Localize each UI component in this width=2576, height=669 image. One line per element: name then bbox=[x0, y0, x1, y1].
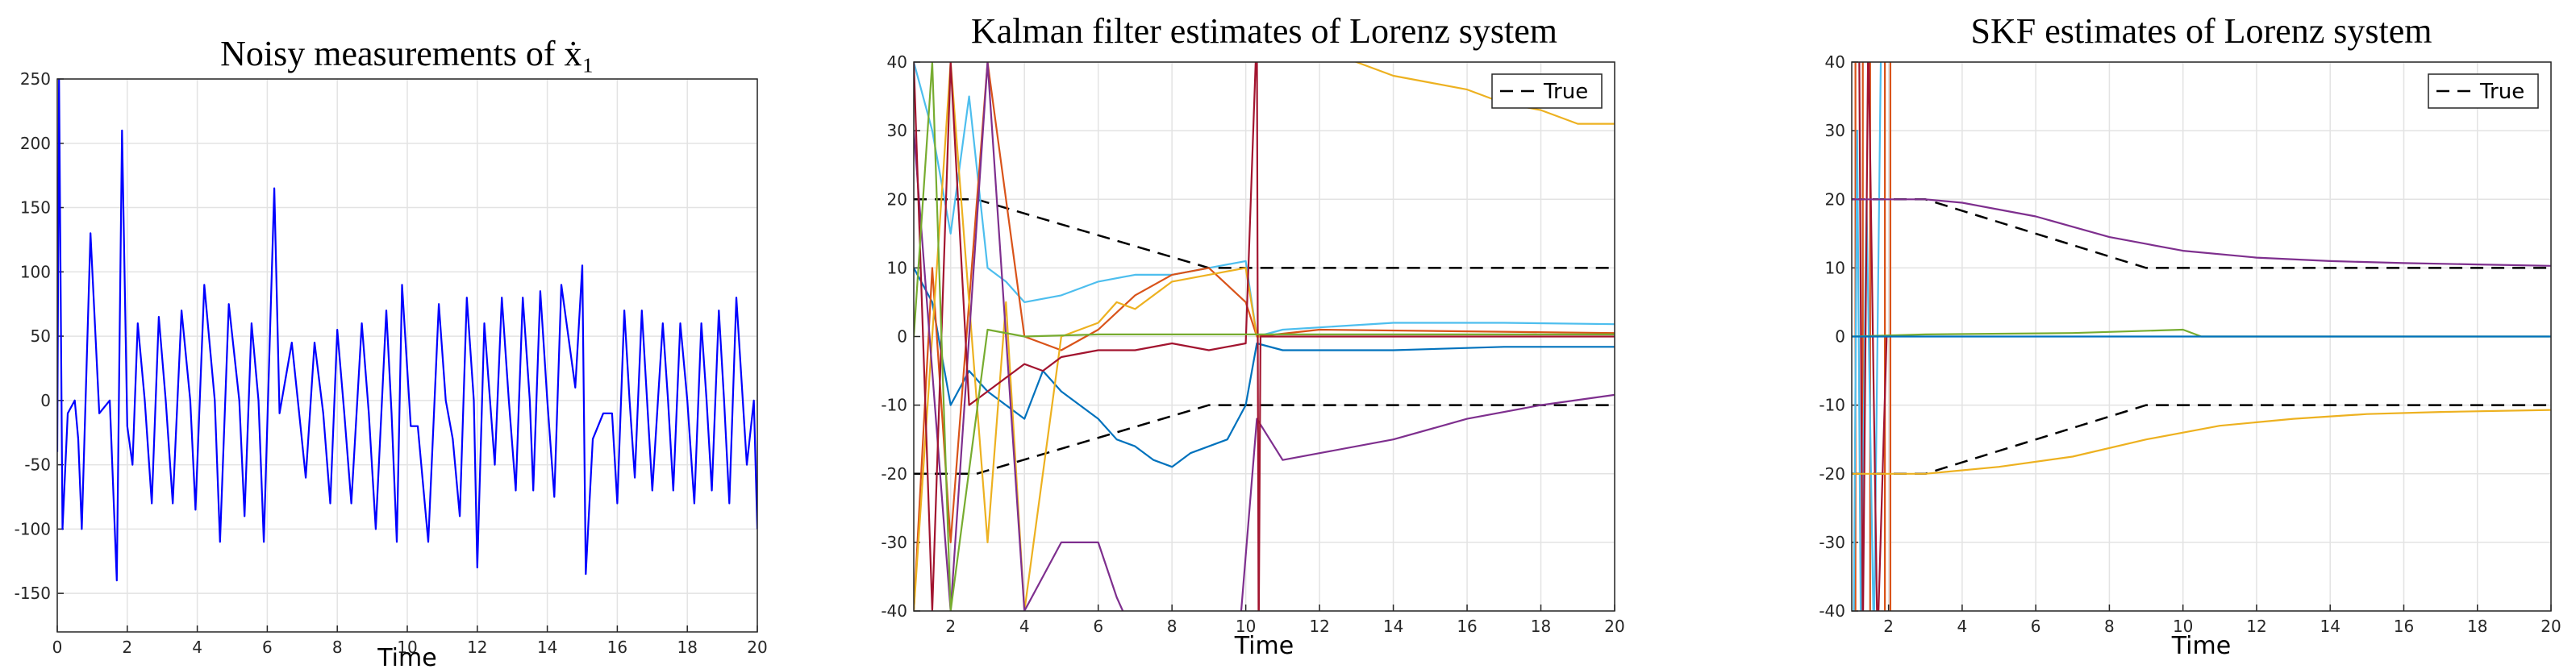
x-tick-label: 20 bbox=[2541, 617, 2561, 636]
x-tick-label: 14 bbox=[1383, 617, 1403, 636]
series-group bbox=[57, 79, 757, 582]
x-tick-label: 14 bbox=[2320, 617, 2340, 636]
x-tick-label: 6 bbox=[2031, 617, 2041, 636]
chart-title: Kalman filter estimates of Lorenz system bbox=[971, 11, 1557, 51]
x-tick-label: 4 bbox=[1957, 617, 1968, 636]
y-tick-label: 20 bbox=[887, 189, 907, 209]
y-tick-label: 40 bbox=[1825, 52, 1845, 72]
y-tick-label: 0 bbox=[40, 391, 51, 410]
y-tick-label: -40 bbox=[881, 601, 907, 621]
series-line bbox=[914, 62, 1615, 611]
x-tick-label: 4 bbox=[192, 638, 202, 657]
x-tick-label: 8 bbox=[2104, 617, 2115, 636]
series-line bbox=[914, 62, 1615, 338]
axes-box bbox=[1851, 61, 2552, 612]
y-tick-label: 0 bbox=[897, 327, 907, 347]
x-tick-label: 2 bbox=[122, 638, 132, 657]
legend-label: True bbox=[1543, 80, 1588, 104]
y-tick-label: -20 bbox=[1819, 464, 1845, 484]
x-tick-label: 20 bbox=[1604, 617, 1624, 636]
x-tick-label: 18 bbox=[677, 638, 697, 657]
y-tick-label: 10 bbox=[1825, 258, 1845, 277]
y-tick-label: 10 bbox=[887, 258, 907, 277]
chart: -150 -100 -50 0 50 100 150 200 250 0 2 4 6 8 10 12 14 16 1… bbox=[15, 34, 768, 669]
y-tick-label: 30 bbox=[887, 121, 907, 140]
series-line bbox=[1852, 198, 2551, 267]
series-line bbox=[914, 62, 1615, 611]
y-tick-label: -150 bbox=[15, 584, 51, 603]
y-tick-label: 100 bbox=[20, 262, 51, 281]
y-tick-label: 30 bbox=[1825, 121, 1845, 140]
y-tick-label: -40 bbox=[1819, 601, 1845, 621]
x-tick-label: 10 bbox=[2173, 617, 2193, 636]
axes-box bbox=[56, 78, 758, 633]
chart-title: Noisy measurements of ẋ₁ bbox=[220, 34, 594, 73]
x-axis-label: Time bbox=[377, 644, 436, 669]
series-line bbox=[1852, 409, 2551, 475]
x-tick-label: 10 bbox=[1236, 617, 1256, 636]
x-tick-label: 20 bbox=[747, 638, 767, 657]
x-tick-label: 4 bbox=[1019, 617, 1030, 636]
y-tick-label: -50 bbox=[24, 455, 51, 475]
legend-label: True bbox=[2479, 80, 2524, 104]
chart: -40 -30 -20 -10 0 10 20 30 40 2 4 6 8 10 12 14 16 18 20 Kal… bbox=[881, 11, 1624, 660]
x-tick-label: 8 bbox=[332, 638, 343, 657]
y-tick-label: -20 bbox=[881, 464, 907, 484]
y-tick-label: 0 bbox=[1835, 327, 1845, 347]
x-tick-label: 16 bbox=[2394, 617, 2414, 636]
x-tick-label: 8 bbox=[1167, 617, 1178, 636]
x-tick-label: 2 bbox=[945, 617, 956, 636]
series-group bbox=[914, 62, 1615, 611]
x-tick-label: 10 bbox=[397, 638, 417, 657]
series-line bbox=[1858, 62, 1888, 611]
chart-title: SKF estimates of Lorenz system bbox=[1971, 11, 2432, 51]
y-tick-label: -10 bbox=[881, 396, 907, 415]
y-tick-label: -30 bbox=[1819, 533, 1845, 552]
x-axis-label: Time bbox=[1234, 632, 1294, 660]
x-tick-label: 6 bbox=[1093, 617, 1103, 636]
y-tick-label: 40 bbox=[887, 52, 907, 72]
series-line bbox=[914, 62, 1615, 611]
series-line bbox=[57, 79, 757, 582]
y-tick-label: 50 bbox=[31, 326, 51, 346]
chart: -40 -30 -20 -10 0 10 20 30 40 2 4 6 8 10 12 14 16 18 20 SKF… bbox=[1819, 11, 2561, 660]
x-tick-label: 16 bbox=[607, 638, 627, 657]
y-tick-label: 150 bbox=[20, 198, 51, 218]
y-tick-label: 20 bbox=[1825, 189, 1845, 209]
series-line bbox=[914, 62, 1615, 611]
series-line bbox=[914, 62, 1615, 611]
x-tick-label: 12 bbox=[2246, 617, 2266, 636]
x-tick-label: 2 bbox=[1883, 617, 1894, 636]
y-tick-label: -30 bbox=[881, 533, 907, 552]
x-tick-label: 18 bbox=[1531, 617, 1551, 636]
x-tick-label: 14 bbox=[537, 638, 557, 657]
x-axis-label: Time bbox=[2171, 632, 2231, 660]
y-tick-label: -10 bbox=[1819, 396, 1845, 415]
axes-box bbox=[913, 61, 1615, 612]
x-tick-label: 18 bbox=[2467, 617, 2487, 636]
x-tick-label: 12 bbox=[1309, 617, 1329, 636]
series-line bbox=[1852, 198, 2551, 476]
x-tick-label: 16 bbox=[1457, 617, 1477, 636]
x-tick-label: 6 bbox=[262, 638, 273, 657]
y-tick-label: 200 bbox=[20, 134, 51, 153]
y-tick-label: -100 bbox=[15, 519, 51, 538]
x-tick-label: 0 bbox=[52, 638, 63, 657]
series-group bbox=[1852, 62, 2551, 611]
y-tick-label: 250 bbox=[20, 69, 51, 89]
x-tick-label: 12 bbox=[467, 638, 487, 657]
